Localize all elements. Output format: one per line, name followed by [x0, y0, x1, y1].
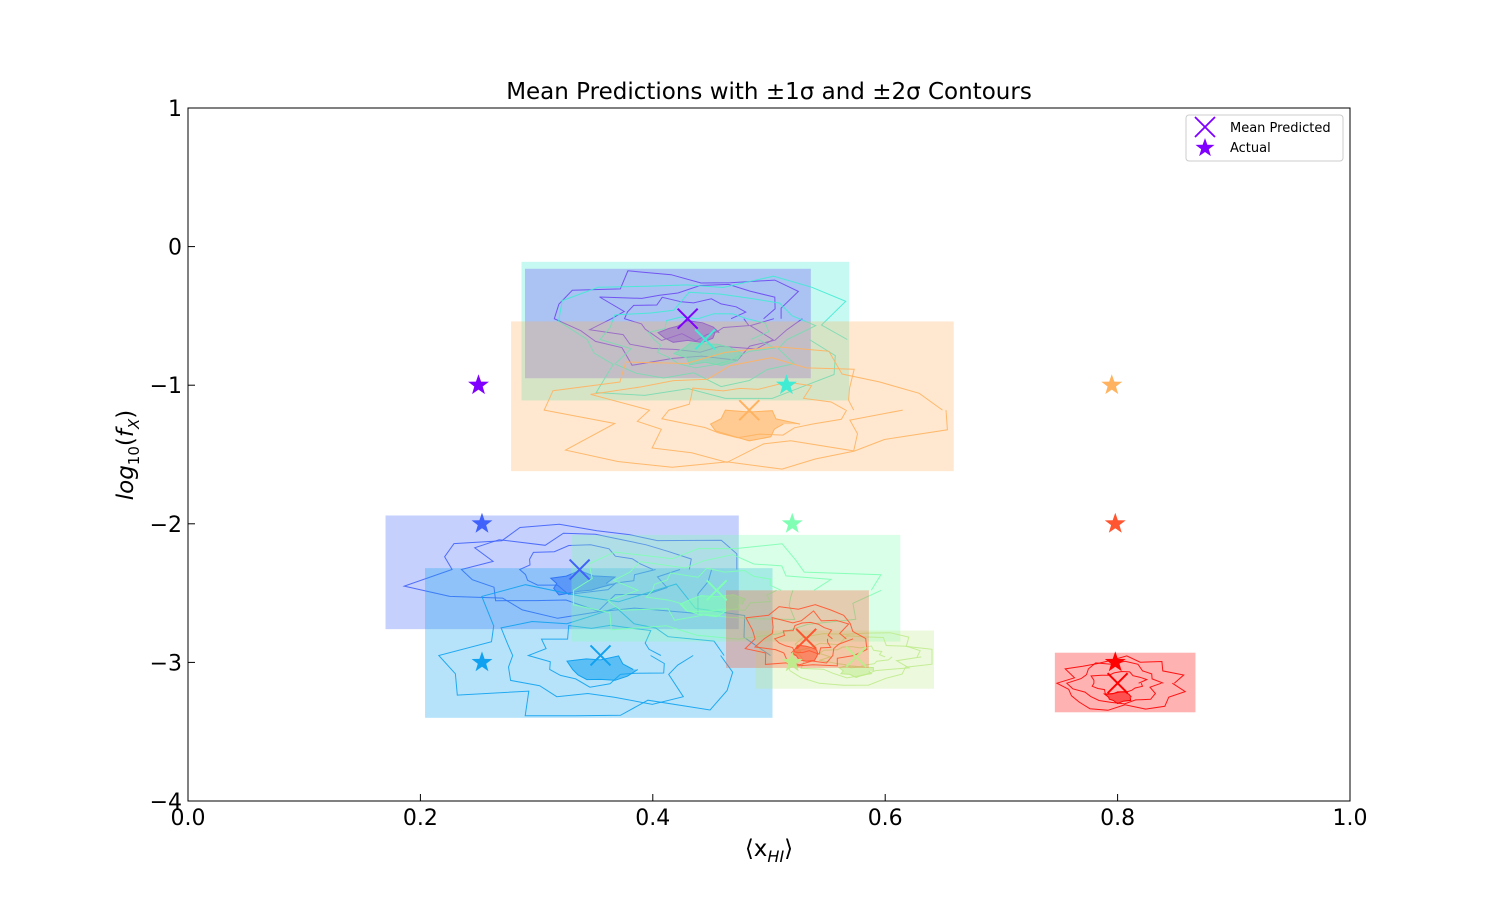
x-tick-label-5: 1.0	[1333, 806, 1368, 831]
contour-line-8-1	[1065, 660, 1164, 705]
contour-group-1	[385, 515, 739, 630]
contour-line-3-1	[599, 291, 817, 388]
contour-line-0-1	[588, 283, 776, 353]
legend-markers	[1194, 116, 1216, 157]
contour-core-7	[790, 644, 819, 662]
sigma-region-4	[571, 534, 901, 642]
contour-line-2-1	[500, 607, 725, 705]
legend-label-mean-predicted: Mean Predicted	[1230, 121, 1331, 136]
sigma-region-8	[1054, 652, 1196, 713]
mean-predicted-x-1	[568, 558, 591, 581]
contour-line-1-0	[402, 523, 738, 619]
data-markers	[468, 307, 1129, 694]
contour-line-6-1	[590, 357, 903, 463]
actual-star-1	[471, 512, 493, 533]
contour-line-8-0	[1055, 655, 1187, 711]
mean-predicted-x-4	[706, 579, 728, 602]
actual-star-4	[781, 512, 803, 533]
contour-core-2	[566, 655, 639, 681]
y-tick-label-2: −1	[150, 374, 182, 399]
contour-line-1-2	[518, 544, 656, 595]
legend-box	[1185, 114, 1344, 162]
mean-predicted-x-2	[589, 644, 612, 667]
actual-star-8	[1104, 651, 1126, 672]
legend-mean-predicted-marker	[1194, 116, 1216, 138]
contour-line-7-1	[753, 610, 854, 666]
plot-frame	[187, 107, 1351, 802]
actual-star-7	[1104, 512, 1126, 533]
chart-title: Mean Predictions with ±1σ and ±2σ Contou…	[506, 79, 1032, 105]
y-tick-label-0: 1	[168, 97, 182, 122]
mean-predicted-x-8	[1106, 672, 1129, 694]
y-axis-label: log10(fX)	[113, 410, 143, 501]
contour-line-2-0	[437, 583, 771, 717]
actual-star-3	[775, 374, 797, 395]
mean-predicted-x-6	[738, 399, 760, 421]
y-tick-label-5: −4	[150, 790, 182, 815]
contour-line-3-0	[558, 275, 848, 399]
x-tick-label-4: 0.8	[1100, 806, 1135, 831]
legend-label-actual: Actual	[1230, 141, 1271, 156]
actual-star-0	[468, 374, 489, 395]
actual-star-6	[1101, 374, 1123, 395]
contour-group-6	[511, 321, 954, 472]
contour-group-4	[571, 534, 901, 642]
contour-line-7-0	[744, 604, 868, 667]
contour-core-3	[672, 342, 743, 367]
y-tick-label-1: 0	[168, 236, 182, 261]
contour-line-4-1	[606, 554, 833, 621]
x-tick-label-1: 0.2	[403, 806, 438, 831]
x-tick-label-3: 0.6	[868, 806, 903, 831]
contour-line-5-2	[818, 645, 893, 669]
y-tick-label-3: −2	[150, 513, 182, 538]
contour-group-3	[521, 261, 850, 401]
sigma-region-6	[511, 321, 954, 472]
axis-ticks: 0.0 0.2 0.4 0.6 0.8 1.0 1 0 −1 −2 −3 −4	[150, 97, 1368, 831]
contour-core-1	[549, 570, 617, 596]
mean-predicted-x-7	[795, 628, 817, 650]
contour-core-6	[709, 409, 801, 442]
mean-predicted-x-5	[845, 646, 867, 668]
actual-star-5	[781, 651, 803, 672]
contour-core-5	[837, 665, 874, 679]
contour-line-7-2	[773, 621, 833, 655]
contour-line-6-2	[660, 381, 848, 439]
actual-star-2	[471, 651, 493, 672]
contour-line-6-0	[543, 346, 948, 470]
contour-line-0-0	[553, 270, 803, 366]
contour-line-4-2	[645, 567, 782, 613]
x-tick-label-0: 0.0	[171, 806, 206, 831]
mean-predicted-x-0	[676, 307, 699, 330]
y-tick-label-4: −3	[150, 651, 182, 676]
contour-line-8-2	[1090, 670, 1149, 696]
mean-predicted-x-3	[694, 328, 716, 351]
legend: Mean Predicted Actual	[1185, 114, 1344, 162]
x-tick-label-2: 0.4	[635, 806, 670, 831]
contour-core-4	[679, 594, 746, 618]
contour-group-8	[1054, 652, 1196, 713]
sigma-region-0	[524, 268, 811, 379]
x-axis-label: ⟨xHI⟩	[745, 836, 793, 866]
legend-actual-marker	[1195, 138, 1215, 157]
